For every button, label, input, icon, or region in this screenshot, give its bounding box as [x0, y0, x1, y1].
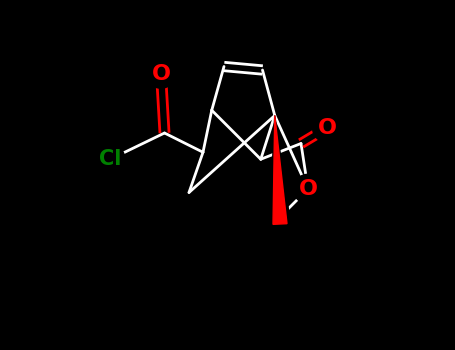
- Text: O: O: [152, 63, 171, 84]
- Text: O: O: [318, 118, 337, 138]
- Text: Cl: Cl: [99, 149, 121, 169]
- Circle shape: [147, 59, 176, 88]
- Text: O: O: [298, 179, 318, 199]
- Circle shape: [96, 145, 125, 174]
- Circle shape: [293, 174, 323, 204]
- Polygon shape: [269, 116, 290, 224]
- Polygon shape: [273, 116, 287, 224]
- Circle shape: [313, 113, 342, 142]
